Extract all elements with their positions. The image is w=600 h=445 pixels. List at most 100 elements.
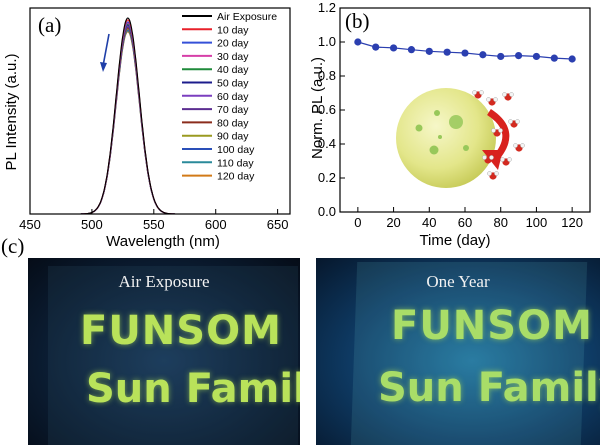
x-tick-label: 500 <box>81 217 103 232</box>
photo-caption: Air Exposure <box>118 272 210 291</box>
x-tick-label: 450 <box>19 217 41 232</box>
photo-text-line1: FUNSOM <box>391 303 593 349</box>
spectrum-curve-6 <box>30 25 290 215</box>
spectrum-curve-9 <box>30 28 290 215</box>
y-tick-label: 1.0 <box>318 34 336 49</box>
legend-entry: 60 day <box>217 91 249 103</box>
x-tick-label: 0 <box>354 215 361 230</box>
panel-b-y-ticks: 0.0 0.2 0.4 0.6 0.8 1.0 1.2 <box>318 0 345 219</box>
photo-one-year: One Year FUNSOM Sun Family <box>316 258 600 445</box>
x-tick-label: 550 <box>143 217 165 232</box>
photo-text-line1: FUNSOM <box>80 308 282 354</box>
spectrum-curve-10 <box>30 29 290 215</box>
hydrogen-atom <box>515 119 520 124</box>
y-tick-label: 1.2 <box>318 0 336 15</box>
y-tick-label: 0.2 <box>318 170 336 185</box>
hydrogen-atom <box>479 90 484 95</box>
panel-b-points <box>354 38 576 63</box>
panel-a-x-axis-label: Wavelength (nm) <box>106 233 220 250</box>
legend-entry: 120 day <box>217 171 255 183</box>
x-tick-label: 120 <box>561 215 583 230</box>
panel-b-x-axis-label: Time (day) <box>419 232 490 249</box>
hydrogen-atom <box>508 119 513 124</box>
data-point <box>407 46 416 54</box>
legend-entry: 70 day <box>217 104 249 116</box>
water-molecules-icon <box>472 90 525 180</box>
legend-entry: Air Exposure <box>217 11 277 23</box>
spectrum-curve-5 <box>30 24 290 215</box>
data-point <box>389 44 398 52</box>
spectrum-curve-8 <box>30 27 290 215</box>
hydrogen-atom <box>472 90 477 95</box>
hydrogen-atom <box>494 171 499 176</box>
data-point <box>532 52 541 61</box>
panel-b-x-ticks: 0 20 40 60 80 100 120 <box>354 207 583 230</box>
spectrum-curve-11 <box>30 30 290 215</box>
photo-text-line2: Sun Family <box>86 366 300 412</box>
spectrum-curve-7 <box>30 26 290 215</box>
panel-a-label: (a) <box>38 13 61 37</box>
spectrum-curve-12 <box>30 31 290 215</box>
x-tick-label: 600 <box>205 217 227 232</box>
legend-entry: 110 day <box>217 157 254 169</box>
x-tick-label: 650 <box>267 217 289 232</box>
spectrum-curve-3 <box>30 22 290 215</box>
data-point <box>550 54 558 62</box>
data-point <box>568 55 576 63</box>
data-point <box>479 51 487 59</box>
x-tick-label: 100 <box>526 215 548 230</box>
x-tick-label: 80 <box>493 215 507 230</box>
legend-entry: 10 day <box>217 24 249 36</box>
panel-b-label: (b) <box>345 9 370 33</box>
spectrum-curve-1 <box>30 19 290 215</box>
data-point <box>514 52 523 60</box>
panel-c-label: (c) <box>1 234 24 258</box>
panel-b-y-axis-label: Norm. PL (a.u.) <box>309 57 326 159</box>
hydrogen-atom <box>487 171 492 176</box>
hydrogen-atom <box>482 155 487 160</box>
hydrogen-atom <box>491 128 496 133</box>
y-tick-label: 0.8 <box>318 68 336 83</box>
data-point <box>425 47 433 55</box>
data-point <box>372 43 380 51</box>
spectrum-curve-0 <box>30 17 290 215</box>
data-point <box>354 38 362 46</box>
legend-entry: 50 day <box>217 78 249 90</box>
x-tick-label: 40 <box>422 215 436 230</box>
x-tick-label: 60 <box>458 215 472 230</box>
hydrogen-atom <box>486 97 491 102</box>
film-sheet <box>48 266 298 445</box>
panel-a-y-axis-label: PL Intensity (a.u.) <box>3 53 20 170</box>
red-curved-arrow-icon <box>482 109 510 170</box>
legend-entry: 90 day <box>217 131 249 143</box>
hydrogen-atom <box>498 128 503 133</box>
photo-text-line2: Sun Family <box>378 365 600 411</box>
legend-entry: 20 day <box>217 38 249 50</box>
spectrum-curve-2 <box>30 21 290 215</box>
data-point <box>497 52 505 61</box>
decreasing-arrow-icon <box>100 33 110 72</box>
hydrogen-atom <box>502 92 507 97</box>
data-point <box>461 49 469 57</box>
panel-a-chart: 450 500 550 600 650 Wavelength (nm) PL Inten… <box>3 7 291 250</box>
legend-entry: 80 day <box>217 117 249 129</box>
hydrogen-atom <box>513 143 518 148</box>
hydrogen-atom <box>507 157 512 162</box>
panel-a-curves <box>30 17 290 215</box>
y-tick-label: 0.6 <box>318 102 336 117</box>
panel-b-chart: 0 20 40 60 80 100 120 0.0 0.2 0.4 0.6 0.8 1.0 1.2 Ti… <box>309 0 591 249</box>
hydrogen-atom <box>520 143 525 148</box>
legend-entry: 30 day <box>217 51 249 63</box>
legend-entry: 40 day <box>217 64 249 76</box>
x-tick-label: 20 <box>386 215 400 230</box>
hydrogen-atom <box>509 92 514 97</box>
data-point <box>443 48 451 56</box>
hydrogen-atom <box>489 155 494 160</box>
y-tick-label: 0.0 <box>318 204 336 219</box>
photo-air-exposure: Air Exposure FUNSOM Sun Family <box>28 258 300 445</box>
photo-caption: One Year <box>426 272 490 291</box>
spectrum-curve-4 <box>30 23 290 215</box>
nanoparticle-sphere-icon <box>396 88 496 188</box>
